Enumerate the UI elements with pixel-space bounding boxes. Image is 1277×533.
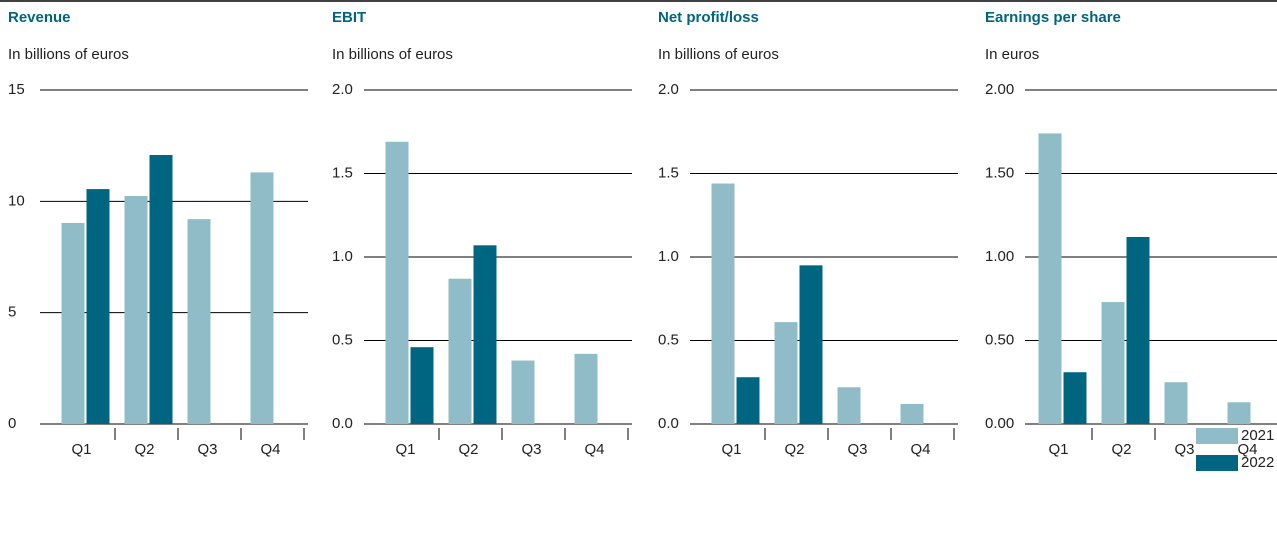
x-tick-label: Q4 <box>1237 441 1257 458</box>
chart-subtitle: In billions of euros <box>658 46 779 63</box>
x-tick-label: Q3 <box>197 441 217 458</box>
x-tick-label: Q2 <box>1111 441 1131 458</box>
legend-label: 2022 <box>1241 454 1274 471</box>
x-tick-label: Q1 <box>721 441 741 458</box>
bar <box>473 245 497 424</box>
y-tick-label: 0.50 <box>985 331 1014 348</box>
x-tick-label: Q3 <box>847 441 867 458</box>
y-tick-label: 1.5 <box>658 164 679 181</box>
legend-swatch <box>1196 428 1238 444</box>
bar <box>1227 402 1251 424</box>
chart-title: Revenue <box>8 9 71 26</box>
bar <box>448 278 472 424</box>
chart-subtitle: In billions of euros <box>8 46 129 63</box>
y-tick-label: 0 <box>8 415 16 432</box>
y-tick-label: 0.00 <box>985 415 1014 432</box>
x-tick-label: Q2 <box>784 441 804 458</box>
y-tick-label: 0.0 <box>658 415 679 432</box>
chart-title: Earnings per share <box>985 9 1121 26</box>
y-tick-label: 15 <box>8 81 25 98</box>
y-tick-label: 1.0 <box>332 248 353 265</box>
legend-label: 2021 <box>1241 427 1274 444</box>
bar <box>86 189 110 424</box>
legend-swatch <box>1196 455 1238 471</box>
bar <box>149 155 173 424</box>
bar <box>774 322 798 424</box>
bar <box>250 172 274 424</box>
y-tick-label: 1.00 <box>985 248 1014 265</box>
x-tick-label: Q3 <box>1174 441 1194 458</box>
bar <box>574 353 598 424</box>
bar <box>900 403 924 424</box>
y-tick-label: 2.0 <box>658 81 679 98</box>
bar <box>187 219 211 424</box>
y-tick-label: 0.5 <box>332 331 353 348</box>
bar <box>1126 236 1150 424</box>
bar <box>711 183 735 424</box>
x-tick-label: Q4 <box>584 441 604 458</box>
chart-subtitle: In euros <box>985 46 1039 63</box>
bar <box>736 377 760 424</box>
x-tick-label: Q1 <box>1048 441 1068 458</box>
chart-subtitle: In billions of euros <box>332 46 453 63</box>
y-tick-label: 1.0 <box>658 248 679 265</box>
y-tick-label: 2.0 <box>332 81 353 98</box>
bar <box>124 195 148 424</box>
y-tick-label: 0.5 <box>658 331 679 348</box>
y-tick-label: 0.0 <box>332 415 353 432</box>
x-tick-label: Q2 <box>458 441 478 458</box>
x-tick-label: Q4 <box>260 441 280 458</box>
chart-title: EBIT <box>332 9 366 26</box>
x-tick-label: Q1 <box>71 441 91 458</box>
chart-title: Net profit/loss <box>658 9 759 26</box>
bar <box>410 347 434 424</box>
bar <box>385 141 409 424</box>
x-tick-label: Q1 <box>395 441 415 458</box>
bar <box>61 222 85 424</box>
y-tick-label: 5 <box>8 304 16 321</box>
bar <box>1101 302 1125 424</box>
bar <box>837 387 861 424</box>
bar <box>1164 382 1188 424</box>
y-tick-label: 10 <box>8 192 25 209</box>
bar <box>799 265 823 424</box>
y-tick-label: 1.50 <box>985 164 1014 181</box>
x-tick-label: Q4 <box>910 441 930 458</box>
bar <box>511 360 535 424</box>
bar <box>1063 372 1087 424</box>
bar <box>1038 133 1062 425</box>
x-tick-label: Q3 <box>521 441 541 458</box>
y-tick-label: 2.00 <box>985 81 1014 98</box>
x-tick-label: Q2 <box>134 441 154 458</box>
y-tick-label: 1.5 <box>332 164 353 181</box>
